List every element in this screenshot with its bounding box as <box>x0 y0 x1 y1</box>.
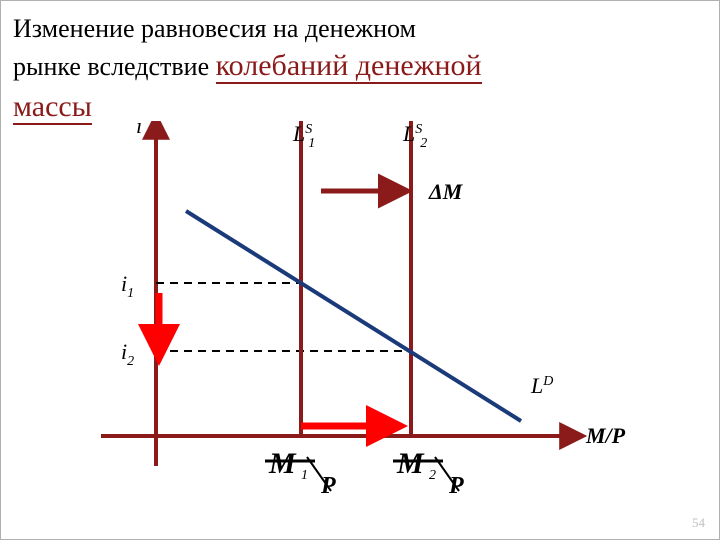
svg-text:1: 1 <box>301 468 308 483</box>
ls1-label: LS1 <box>292 121 315 151</box>
svg-text:M: M <box>268 447 297 480</box>
delta-m-label: ΔM <box>428 179 464 204</box>
ld-label: LD <box>530 373 553 398</box>
i1-label: i1 <box>121 271 134 301</box>
title-line3-em: массы <box>13 90 92 125</box>
page-number: 54 <box>692 515 705 531</box>
ld-line <box>186 211 521 421</box>
y-axis-label: i <box>136 121 142 138</box>
svg-text:M: M <box>396 447 425 480</box>
money-market-chart: i M/P i1 i2 LS1 LS2 LD ΔM M 1 P M 2 <box>1 121 720 521</box>
svg-text:P: P <box>448 473 464 499</box>
title-line2-em: колебаний денежной <box>216 49 482 84</box>
mp1-label: M 1 P <box>265 447 336 499</box>
mp2-label: M 2 P <box>393 447 464 499</box>
svg-text:2: 2 <box>429 468 436 483</box>
svg-text:P: P <box>320 473 336 499</box>
slide-title: Изменение равновесия на денежном рынке в… <box>1 1 719 131</box>
i2-label: i2 <box>121 339 134 369</box>
ls2-label: LS2 <box>402 121 427 151</box>
title-line1: Изменение равновесия на денежном <box>13 14 416 43</box>
x-axis-label: M/P <box>585 423 626 448</box>
title-line2-prefix: рынке вследствие <box>13 52 216 81</box>
